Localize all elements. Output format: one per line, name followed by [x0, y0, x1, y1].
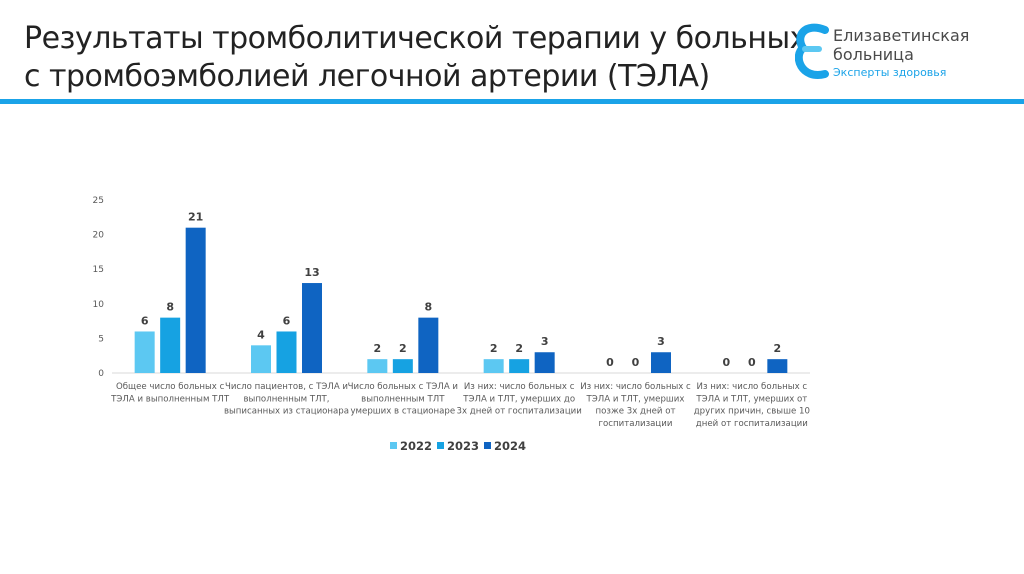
- data-label: 0: [606, 356, 614, 369]
- category-label: ТЭЛА и ТЛТ, умерших до: [462, 394, 575, 404]
- category-label: дней от госпитализации: [696, 419, 808, 429]
- category-label: выписанных из стационара: [224, 407, 349, 417]
- bar-2022: [483, 359, 504, 373]
- legend-swatch-2023: [437, 442, 444, 449]
- category-label: госпитализации: [599, 419, 673, 429]
- category-label: Из них: число больных с: [464, 382, 575, 392]
- data-label: 2: [490, 342, 498, 355]
- y-tick-label: 5: [98, 334, 104, 344]
- category-label: выполненным ТЛТ,: [243, 394, 329, 404]
- category-label: ТЭЛА и ТЛТ, умерших: [586, 394, 685, 404]
- y-tick-label: 0: [98, 369, 104, 379]
- category-label: ТЭЛА и выполненным ТЛТ: [110, 394, 230, 404]
- bar-2023: [160, 317, 181, 373]
- legend-label: 2022: [400, 439, 432, 453]
- bar-2024: [418, 317, 439, 373]
- category-label: Из них: число больных с: [580, 382, 691, 392]
- data-label: 0: [748, 356, 756, 369]
- data-label: 8: [425, 301, 433, 314]
- legend-swatch-2024: [484, 442, 491, 449]
- data-label: 4: [257, 328, 265, 341]
- header-divider: [0, 99, 1024, 104]
- data-label: 13: [304, 266, 319, 279]
- page-title: Результаты тромболитической терапии у бо…: [24, 20, 807, 96]
- bar-2022: [134, 331, 155, 373]
- y-tick-label: 20: [93, 231, 105, 241]
- data-label: 0: [723, 356, 731, 369]
- category-label: умерших в стационаре: [350, 407, 455, 417]
- bar-2023: [509, 359, 530, 373]
- category-label: Число пациентов, с ТЭЛА и: [225, 382, 348, 392]
- bar-2023: [276, 331, 297, 373]
- y-tick-label: 15: [93, 265, 104, 275]
- category-label: ТЭЛА и ТЛТ, умерших от: [695, 394, 807, 404]
- y-tick-label: 25: [93, 196, 104, 206]
- title-line-1: Результаты тромболитической терапии у бо…: [24, 21, 807, 56]
- legend-swatch-2022: [390, 442, 397, 449]
- logo: Елизаветинская больница Эксперты здоровь…: [794, 22, 995, 82]
- logo-mark-icon: [794, 23, 829, 79]
- category-label: выполненным ТЛТ: [361, 394, 445, 404]
- logo-text-2: больница: [833, 45, 914, 64]
- data-label: 2: [774, 342, 782, 355]
- logo-tagline: Эксперты здоровья: [833, 66, 947, 79]
- bar-2022: [251, 345, 271, 373]
- category-label: позже 3х дней от: [596, 407, 676, 417]
- category-label: Из них: число больных с: [697, 382, 808, 392]
- title-line-2: с тромбоэмболией легочной артерии (ТЭЛА): [24, 59, 710, 94]
- category-label: Общее число больных с: [116, 382, 225, 392]
- bar-2024: [767, 359, 788, 373]
- bar-2024: [302, 283, 322, 373]
- data-label: 21: [188, 211, 203, 224]
- data-label: 6: [283, 314, 291, 327]
- bar-2024: [534, 352, 555, 373]
- bar-2022: [367, 359, 388, 373]
- data-label: 2: [399, 342, 407, 355]
- data-label: 3: [541, 335, 549, 348]
- bar-2024: [185, 227, 206, 373]
- legend-label: 2024: [494, 439, 526, 453]
- legend-label: 2023: [447, 439, 479, 453]
- category-label: Число больных с ТЭЛА и: [348, 382, 458, 392]
- logo-text-1: Елизаветинская: [833, 26, 970, 45]
- category-label: 3х дней от госпитализации: [456, 407, 581, 417]
- bar-2024: [651, 352, 671, 373]
- category-label: других причин, свыше 10: [694, 407, 810, 417]
- bar-2023: [392, 359, 413, 373]
- data-label: 0: [632, 356, 640, 369]
- y-tick-label: 10: [93, 300, 105, 310]
- data-label: 8: [166, 301, 174, 314]
- data-label: 3: [657, 335, 665, 348]
- data-label: 2: [515, 342, 523, 355]
- data-label: 6: [141, 314, 149, 327]
- data-label: 2: [374, 342, 382, 355]
